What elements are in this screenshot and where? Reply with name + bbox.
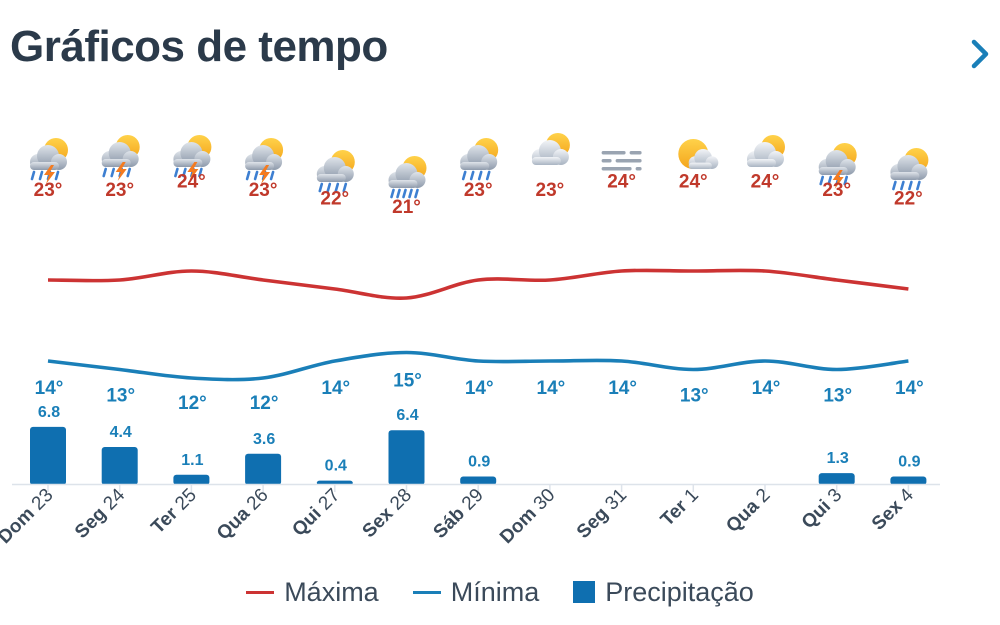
cloud-shape — [460, 145, 498, 170]
partly-cloudy-icon — [747, 135, 785, 167]
precip-label: 1.3 — [827, 450, 849, 467]
legend-item-max[interactable]: Máxima — [246, 577, 379, 608]
min-temp-label: 14° — [35, 378, 64, 399]
min-temp-line — [47, 350, 909, 382]
cloud-shape — [388, 163, 426, 188]
precip-label: 0.9 — [468, 453, 490, 470]
min-temp-label: 12° — [250, 393, 279, 414]
max-temp-label: 22° — [320, 189, 349, 210]
max-temp-label: 22° — [894, 189, 923, 210]
cloud-shape — [531, 140, 569, 165]
min-temp-label: 13° — [106, 386, 135, 407]
max-temp-label: 24° — [177, 172, 206, 193]
precip-label: 6.4 — [396, 407, 418, 424]
precip-bar — [890, 476, 927, 485]
x-tick-label: Qua 2 — [722, 485, 774, 537]
legend-min-swatch — [412, 590, 441, 594]
x-tick-label: Sex 28 — [359, 485, 416, 542]
min-temp-label: 12° — [178, 393, 207, 414]
thunderstorm-icon — [173, 135, 212, 181]
max-temp-label: 23° — [34, 180, 63, 201]
max-temp-label: 23° — [105, 180, 134, 201]
cloud-shape — [890, 155, 928, 180]
x-tick-label: Qua 26 — [213, 485, 273, 545]
x-tick-label: Sex 4 — [868, 484, 918, 534]
cloud-shape — [316, 157, 354, 182]
min-temp-label: 14° — [895, 378, 924, 399]
precip-label: 4.4 — [110, 424, 132, 441]
page-title: Gráficos de tempo — [10, 22, 388, 71]
precip-label: 6.8 — [38, 404, 60, 421]
rain-icon — [316, 150, 355, 193]
thunderstorm-icon — [101, 135, 140, 181]
precip-label: 3.6 — [253, 431, 275, 448]
precip-bar — [101, 447, 138, 485]
max-temp-label: 24° — [751, 172, 780, 193]
x-tick-label: Sáb 29 — [430, 485, 488, 543]
thunderstorm-icon — [30, 138, 68, 184]
min-temp-label: 14° — [752, 378, 781, 399]
rain-icon — [890, 148, 929, 191]
cloud-shape — [688, 149, 719, 170]
chevron-right-icon[interactable] — [968, 36, 994, 72]
partly-sunny-icon — [678, 139, 719, 170]
x-tick-label: Dom 30 — [496, 485, 559, 548]
max-temp-label: 23° — [536, 180, 565, 201]
precip-label: 0.4 — [325, 458, 347, 475]
precip-bar — [388, 430, 425, 485]
x-tick-label: Seg 24 — [71, 484, 129, 542]
max-temp-label: 21° — [392, 197, 421, 218]
precip-bar — [460, 476, 497, 485]
heavy-rain-icon — [388, 156, 427, 199]
legend-item-precip[interactable]: Precipitação — [573, 577, 754, 608]
legend-precip-swatch — [573, 581, 596, 603]
legend-min-label: Mínima — [450, 576, 540, 607]
rain-icon — [460, 138, 499, 181]
precip-bar — [818, 473, 855, 485]
min-temp-label: 13° — [680, 386, 709, 407]
chart-legend: Máxima Mínima Precipitação — [0, 570, 1000, 614]
x-tick-label: Ter 25 — [147, 485, 200, 538]
precip-label: 1.1 — [181, 452, 203, 469]
weather-chart: 23° 23° 24° 23° 22° 21°23° 23° 24° 24° 24° 23° 22° … — [0, 133, 940, 548]
min-temp-label: 14° — [465, 378, 494, 399]
legend-item-min[interactable]: Mínima — [412, 576, 540, 608]
thunderstorm-icon — [245, 138, 284, 184]
thunderstorm-icon — [818, 143, 857, 189]
cloud-shape — [245, 145, 283, 170]
min-temp-label: 14° — [537, 378, 566, 399]
cloud-shape — [101, 142, 139, 167]
min-temp-label: 13° — [823, 386, 852, 407]
max-temp-label: 23° — [464, 180, 493, 201]
legend-max-swatch — [246, 590, 275, 594]
x-tick-label: Qui 27 — [288, 485, 344, 541]
precip-label: 0.9 — [898, 453, 920, 470]
cloud-shape — [818, 150, 856, 175]
precip-bar — [245, 453, 282, 485]
cloud-shape — [747, 142, 784, 167]
max-temp-label: 23° — [822, 180, 851, 201]
x-tick-label: Dom 23 — [0, 485, 58, 548]
cloud-shape — [30, 145, 67, 170]
x-tick-label: Ter 1 — [657, 485, 703, 531]
x-tick-label: Qui 3 — [798, 485, 846, 533]
max-temp-label: 23° — [249, 180, 278, 201]
max-temp-label: 24° — [679, 172, 708, 193]
max-temp-label: 24° — [607, 172, 636, 193]
x-tick-label: Seg 31 — [573, 485, 631, 543]
max-temp-line — [47, 268, 909, 300]
legend-max-label: Máxima — [284, 576, 379, 607]
legend-precip-label: Precipitação — [605, 576, 754, 607]
min-temp-label: 14° — [608, 378, 637, 399]
partly-cloudy-icon — [531, 133, 570, 165]
min-temp-label: 15° — [393, 371, 422, 392]
fog-icon — [601, 151, 642, 171]
precip-bar — [173, 474, 210, 485]
precip-bar — [30, 426, 66, 485]
min-temp-label: 14° — [321, 378, 350, 399]
